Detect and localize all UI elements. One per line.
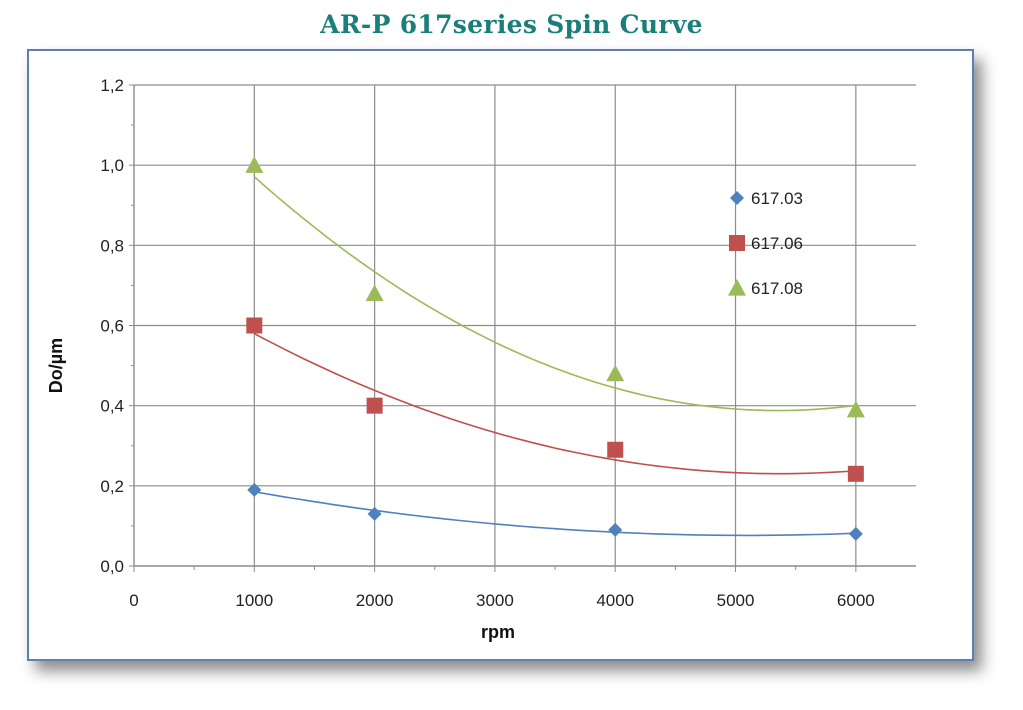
trend-curve-617.03 xyxy=(254,490,856,537)
legend-label: 617.03 xyxy=(751,189,803,208)
y-tick-label: 1,0 xyxy=(100,156,124,175)
data-point xyxy=(247,482,262,497)
x-tick-label: 1000 xyxy=(235,591,273,610)
legend-label: 617.06 xyxy=(751,234,803,253)
trend-curve-617.08 xyxy=(253,176,856,412)
y-tick-label: 0,8 xyxy=(100,236,124,255)
data-point xyxy=(365,284,384,302)
data-point xyxy=(846,400,865,418)
data-point xyxy=(606,364,625,382)
x-tick-label: 5000 xyxy=(717,591,755,610)
legend: 617.03 617.06 617.08 xyxy=(728,189,803,298)
y-tick-label: 1,2 xyxy=(100,76,124,95)
chart-frame xyxy=(27,49,974,661)
y-tick-label: 0,6 xyxy=(100,317,124,336)
x-axis-title: rpm xyxy=(481,622,515,642)
trend-curve-617.06 xyxy=(253,332,856,475)
data-point xyxy=(246,317,263,334)
axes xyxy=(129,84,916,572)
x-tick-label: 4000 xyxy=(596,591,634,610)
x-tick-labels: 0 1000 2000 3000 4000 5000 6000 xyxy=(129,591,874,610)
x-tick-label: 3000 xyxy=(476,591,514,610)
chart-title: AR-P 617series Spin Curve xyxy=(320,10,703,39)
data-points xyxy=(245,156,865,541)
y-tick-label: 0,2 xyxy=(100,477,124,496)
x-tick-label: 2000 xyxy=(356,591,394,610)
data-point xyxy=(607,441,624,458)
data-point xyxy=(367,506,382,521)
legend-marker xyxy=(730,191,744,205)
data-point xyxy=(847,465,864,482)
y-axis-title: Do/µm xyxy=(46,338,66,393)
y-tick-label: 0,0 xyxy=(100,557,124,576)
legend-label: 617.08 xyxy=(751,279,803,298)
data-point xyxy=(848,526,863,541)
y-tick-label: 0,4 xyxy=(100,397,124,416)
trend-curves xyxy=(253,176,856,537)
data-point xyxy=(608,522,623,537)
legend-marker xyxy=(728,279,746,296)
x-tick-label: 0 xyxy=(129,591,138,610)
data-point xyxy=(245,156,264,173)
y-tick-labels: 0,0 0,2 0,4 0,6 0,8 1,0 1,2 xyxy=(100,76,124,576)
legend-marker xyxy=(729,235,745,251)
x-tick-label: 6000 xyxy=(837,591,875,610)
data-point xyxy=(366,397,383,414)
